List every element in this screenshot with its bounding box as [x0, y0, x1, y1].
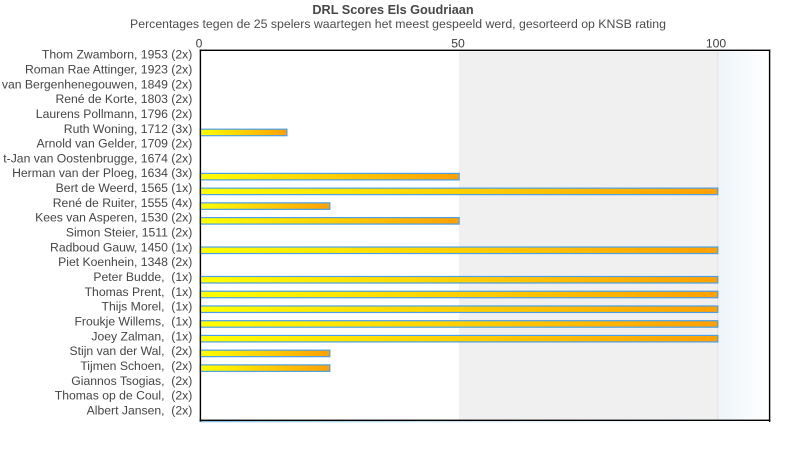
svg-text:Stijn van der Wal, (2x): Stijn van der Wal, (2x)	[69, 344, 192, 358]
svg-text:Froukje Willems, (1x): Froukje Willems, (1x)	[74, 315, 192, 329]
svg-text:Bert de Weerd, 1565 (1x): Bert de Weerd, 1565 (1x)	[56, 181, 193, 195]
svg-text:Thomas op de Coul, (2x): Thomas op de Coul, (2x)	[55, 389, 193, 403]
svg-text:Laurens Pollmann, 1796 (2x): Laurens Pollmann, 1796 (2x)	[36, 107, 193, 121]
svg-text:Ruth Woning, 1712 (3x): Ruth Woning, 1712 (3x)	[64, 122, 193, 136]
svg-text:0: 0	[196, 36, 203, 50]
svg-text:Thijs Morel, (1x): Thijs Morel, (1x)	[102, 300, 193, 314]
svg-text:Simon Steier, 1511 (2x): Simon Steier, 1511 (2x)	[66, 226, 192, 240]
svg-text:Kees van Asperen, 1530 (2x): Kees van Asperen, 1530 (2x)	[35, 211, 192, 225]
svg-text:Albert Jansen, (2x): Albert Jansen, (2x)	[87, 404, 193, 418]
svg-text:Roman Rae Attinger, 1923 (2x): Roman Rae Attinger, 1923 (2x)	[25, 62, 192, 76]
svg-text:Percentages tegen de 25 speler: Percentages tegen de 25 spelers waartege…	[130, 17, 666, 31]
svg-text:t-Jan van Oostenbrugge, 1674 (: t-Jan van Oostenbrugge, 1674 (2x)	[3, 151, 192, 165]
svg-text:DRL Scores Els Goudriaan: DRL Scores Els Goudriaan	[312, 3, 473, 17]
svg-text:van Bergenhenegouwen, 1849 (2x: van Bergenhenegouwen, 1849 (2x)	[2, 77, 192, 91]
svg-text:René de Korte, 1803 (2x): René de Korte, 1803 (2x)	[55, 92, 192, 106]
svg-text:Giannos Tsogias, (2x): Giannos Tsogias, (2x)	[71, 374, 192, 388]
svg-text:100: 100	[706, 36, 727, 50]
svg-text:Arnold van Gelder, 1709 (2x): Arnold van Gelder, 1709 (2x)	[36, 137, 192, 151]
svg-text:50: 50	[451, 36, 465, 50]
svg-text:Peter Budde, (1x): Peter Budde, (1x)	[93, 270, 192, 284]
svg-text:Tijmen Schoen, (2x): Tijmen Schoen, (2x)	[80, 359, 192, 373]
svg-text:René de Ruiter, 1555 (4x): René de Ruiter, 1555 (4x)	[53, 196, 193, 210]
svg-text:Thomas Prent, (1x): Thomas Prent, (1x)	[85, 285, 193, 299]
svg-text:Herman van der Ploeg, 1634 (3x: Herman van der Ploeg, 1634 (3x)	[12, 166, 192, 180]
svg-text:Piet Koenhein, 1348 (2x): Piet Koenhein, 1348 (2x)	[58, 255, 192, 269]
svg-text:Radboud Gauw, 1450 (1x): Radboud Gauw, 1450 (1x)	[50, 240, 192, 254]
svg-text:Thom Zwamborn, 1953 (2x): Thom Zwamborn, 1953 (2x)	[42, 48, 192, 62]
svg-text:Joey Zalman, (1x): Joey Zalman, (1x)	[91, 329, 192, 343]
